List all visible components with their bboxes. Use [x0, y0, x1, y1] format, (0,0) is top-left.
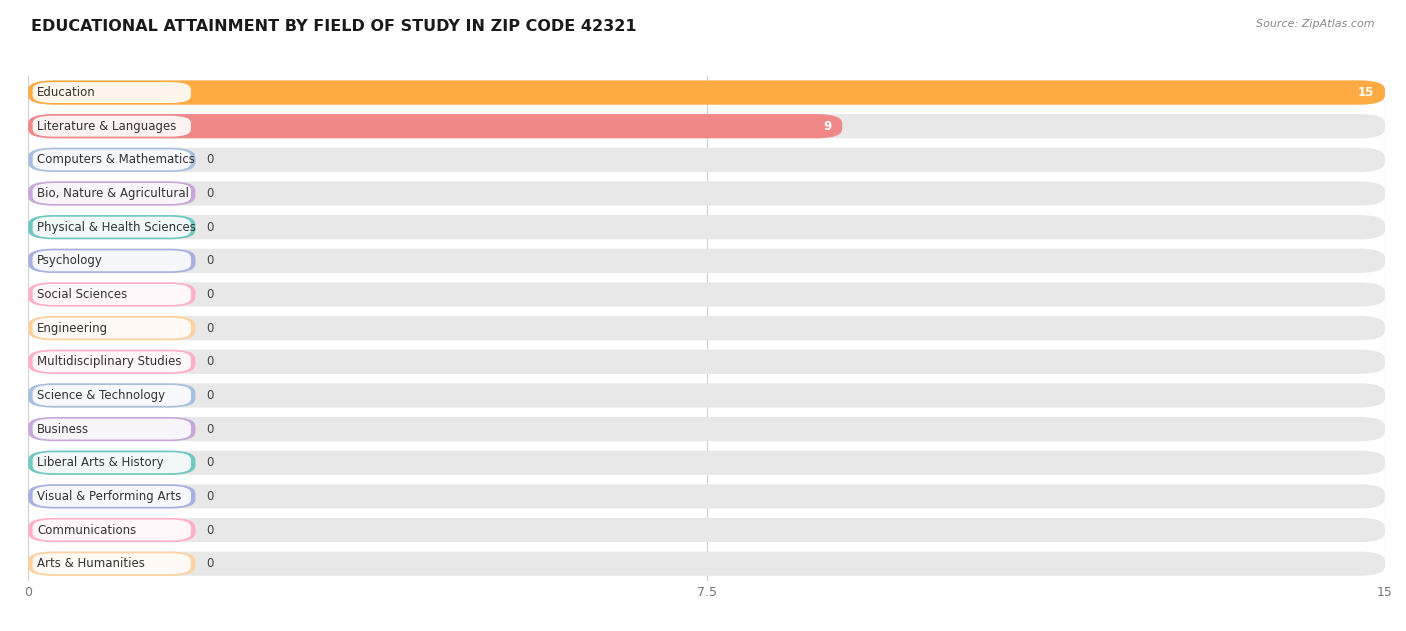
Text: EDUCATIONAL ATTAINMENT BY FIELD OF STUDY IN ZIP CODE 42321: EDUCATIONAL ATTAINMENT BY FIELD OF STUDY…	[31, 19, 637, 34]
Text: 0: 0	[207, 456, 214, 469]
Text: 0: 0	[207, 153, 214, 167]
FancyBboxPatch shape	[28, 316, 195, 340]
Text: 0: 0	[207, 288, 214, 301]
FancyBboxPatch shape	[28, 181, 1385, 206]
FancyBboxPatch shape	[32, 385, 191, 406]
FancyBboxPatch shape	[32, 115, 191, 137]
FancyBboxPatch shape	[28, 316, 1385, 340]
Text: 0: 0	[207, 187, 214, 200]
FancyBboxPatch shape	[32, 150, 191, 170]
FancyBboxPatch shape	[32, 284, 191, 305]
FancyBboxPatch shape	[28, 350, 195, 374]
Text: Literature & Languages: Literature & Languages	[37, 120, 177, 133]
FancyBboxPatch shape	[28, 114, 842, 138]
FancyBboxPatch shape	[32, 183, 191, 204]
Text: Source: ZipAtlas.com: Source: ZipAtlas.com	[1257, 19, 1375, 29]
Text: 15: 15	[1358, 86, 1374, 99]
FancyBboxPatch shape	[28, 383, 1385, 408]
FancyBboxPatch shape	[28, 114, 1385, 138]
Text: 0: 0	[207, 322, 214, 334]
Text: Bio, Nature & Agricultural: Bio, Nature & Agricultural	[37, 187, 190, 200]
FancyBboxPatch shape	[32, 452, 191, 473]
FancyBboxPatch shape	[28, 417, 1385, 441]
FancyBboxPatch shape	[28, 215, 1385, 239]
FancyBboxPatch shape	[28, 518, 195, 542]
Text: 0: 0	[207, 524, 214, 536]
Text: Liberal Arts & History: Liberal Arts & History	[37, 456, 163, 469]
FancyBboxPatch shape	[28, 551, 195, 576]
FancyBboxPatch shape	[28, 181, 195, 206]
Text: 0: 0	[207, 490, 214, 503]
FancyBboxPatch shape	[32, 553, 191, 574]
FancyBboxPatch shape	[32, 351, 191, 372]
FancyBboxPatch shape	[28, 484, 195, 509]
Text: 0: 0	[207, 221, 214, 233]
Text: 9: 9	[823, 120, 831, 133]
FancyBboxPatch shape	[28, 451, 1385, 475]
FancyBboxPatch shape	[32, 486, 191, 507]
FancyBboxPatch shape	[28, 551, 1385, 576]
Text: 0: 0	[207, 254, 214, 268]
FancyBboxPatch shape	[32, 519, 191, 541]
FancyBboxPatch shape	[28, 451, 195, 475]
Text: Communications: Communications	[37, 524, 136, 536]
FancyBboxPatch shape	[28, 417, 195, 441]
Text: 0: 0	[207, 355, 214, 369]
FancyBboxPatch shape	[28, 148, 1385, 172]
Text: Arts & Humanities: Arts & Humanities	[37, 557, 145, 570]
FancyBboxPatch shape	[28, 80, 1385, 105]
Text: Engineering: Engineering	[37, 322, 108, 334]
Text: Education: Education	[37, 86, 96, 99]
FancyBboxPatch shape	[28, 80, 1385, 105]
FancyBboxPatch shape	[28, 383, 195, 408]
FancyBboxPatch shape	[28, 350, 1385, 374]
FancyBboxPatch shape	[28, 282, 1385, 307]
Text: 0: 0	[207, 557, 214, 570]
FancyBboxPatch shape	[32, 418, 191, 440]
Text: Multidisciplinary Studies: Multidisciplinary Studies	[37, 355, 181, 369]
FancyBboxPatch shape	[32, 82, 191, 103]
FancyBboxPatch shape	[28, 484, 1385, 509]
FancyBboxPatch shape	[28, 282, 195, 307]
Text: Computers & Mathematics: Computers & Mathematics	[37, 153, 195, 167]
Text: Business: Business	[37, 423, 90, 435]
FancyBboxPatch shape	[32, 216, 191, 238]
Text: 0: 0	[207, 423, 214, 435]
FancyBboxPatch shape	[28, 215, 195, 239]
Text: Psychology: Psychology	[37, 254, 103, 268]
FancyBboxPatch shape	[32, 317, 191, 339]
FancyBboxPatch shape	[28, 249, 1385, 273]
Text: 0: 0	[207, 389, 214, 402]
FancyBboxPatch shape	[28, 148, 195, 172]
Text: Social Sciences: Social Sciences	[37, 288, 128, 301]
Text: Physical & Health Sciences: Physical & Health Sciences	[37, 221, 195, 233]
FancyBboxPatch shape	[28, 249, 195, 273]
FancyBboxPatch shape	[32, 251, 191, 271]
FancyBboxPatch shape	[28, 518, 1385, 542]
Text: Science & Technology: Science & Technology	[37, 389, 166, 402]
Text: Visual & Performing Arts: Visual & Performing Arts	[37, 490, 181, 503]
